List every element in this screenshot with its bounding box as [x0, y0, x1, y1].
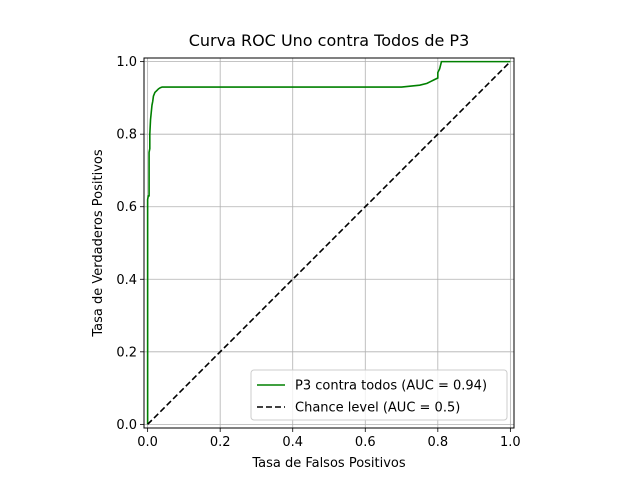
- x-tick-label: 0.8: [427, 435, 448, 450]
- plot-frame: [143, 57, 515, 429]
- legend-label-roc: P3 contra todos (AUC = 0.94): [295, 379, 487, 394]
- y-tick-label: 0.8: [116, 128, 137, 143]
- y-axis-title: Tasa de Verdaderos Positivos: [91, 149, 106, 337]
- grid: [144, 58, 514, 428]
- x-tick-label: 0.0: [137, 435, 158, 450]
- x-tick-label: 0.6: [355, 435, 376, 450]
- series-layer: [146, 60, 511, 425]
- legend-box: [250, 369, 508, 421]
- ticks: 0.0 0.2 0.4 0.6 0.8 1.0 0.0 0.2 0.4 0.6 0.8 1.0: [116, 55, 520, 450]
- y-tick-label: 1.0: [116, 55, 137, 70]
- chart-title: Curva ROC Uno contra Todos de P3: [189, 31, 470, 50]
- roc-curve-line: [146, 60, 511, 425]
- y-tick-label: 0.4: [116, 273, 137, 288]
- x-tick-label: 0.2: [210, 435, 231, 450]
- chance-level-line: [147, 61, 511, 425]
- x-tick-label: 0.4: [282, 435, 303, 450]
- legend: P3 contra todos (AUC = 0.94) Chance leve…: [250, 369, 508, 421]
- y-tick-label: 0.0: [116, 418, 137, 433]
- y-tick-label: 0.6: [116, 200, 137, 215]
- legend-label-chance: Chance level (AUC = 0.5): [295, 401, 460, 416]
- y-tick-label: 0.2: [116, 345, 137, 360]
- x-tick-label: 1.0: [500, 435, 521, 450]
- x-axis-title: Tasa de Falsos Positivos: [251, 456, 406, 471]
